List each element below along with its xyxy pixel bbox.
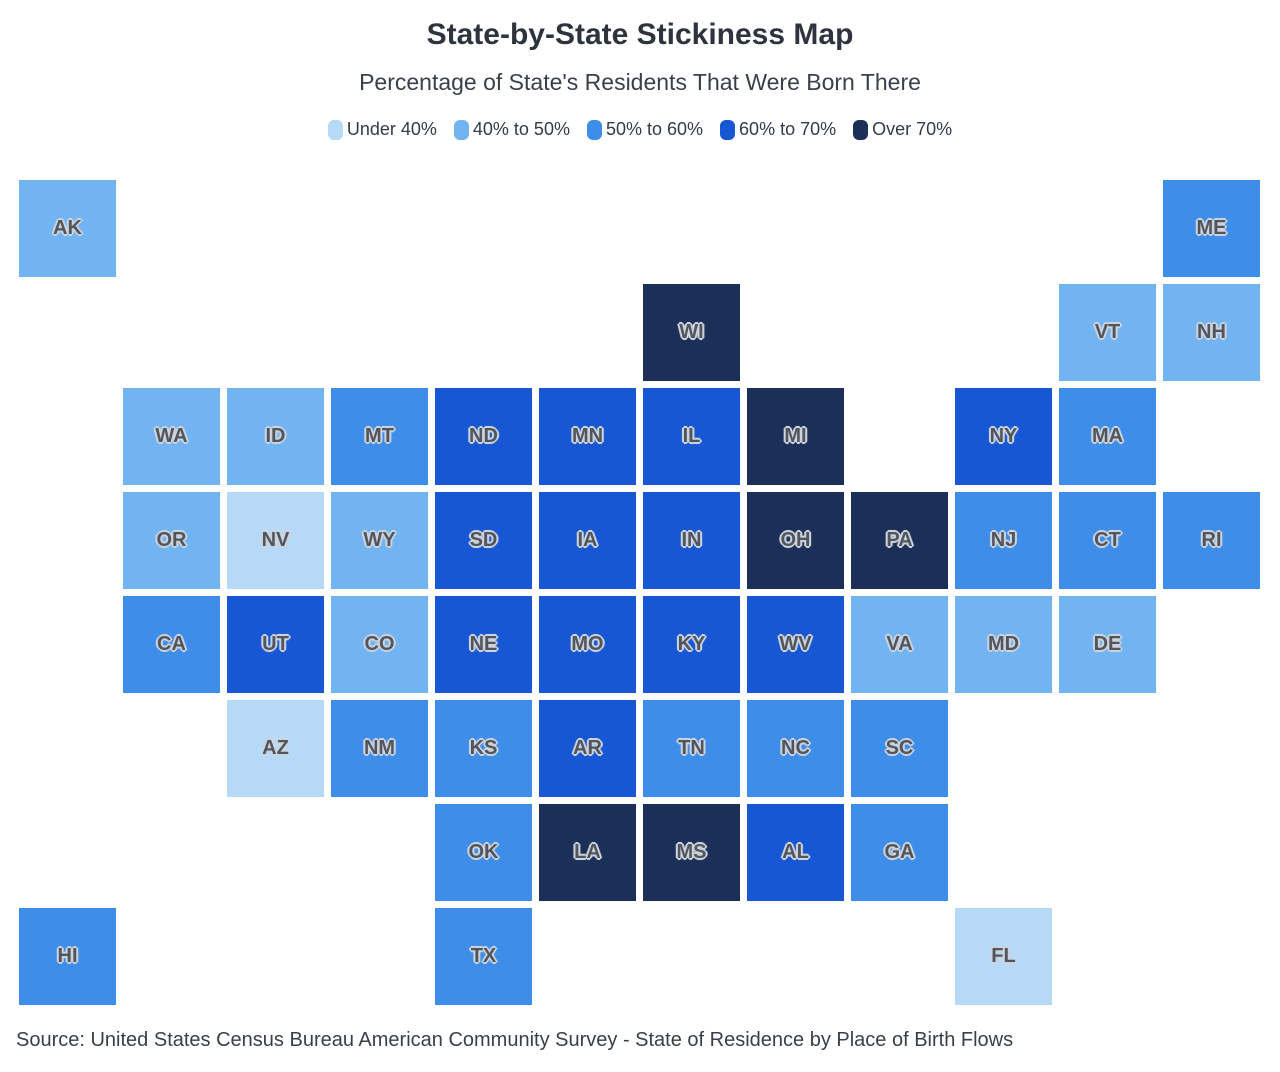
legend-swatch-icon [720,119,736,140]
state-tile-AZ: AZ [227,700,324,797]
legend-swatch-icon [327,119,343,140]
state-tile-IL: IL [643,388,740,485]
state-tile-MI: MI [747,388,844,485]
state-tile-AR: AR [539,700,636,797]
state-tile-NY: NY [955,388,1052,485]
legend-label: 60% to 70% [739,119,837,139]
state-tile-MO: MO [539,596,636,693]
state-tile-TN: TN [643,700,740,797]
legend-swatch-icon [586,119,602,140]
state-tile-NH: NH [1163,284,1260,381]
state-tile-MT: MT [331,388,428,485]
state-tile-WI: WI [643,284,740,381]
state-tile-HI: HI [19,908,116,1005]
state-tile-AL: AL [747,804,844,901]
state-tile-NJ: NJ [955,492,1052,589]
page-title: State-by-State Stickiness Map [426,18,854,51]
state-tile-OH: OH [747,492,844,589]
state-tile-MD: MD [955,596,1052,693]
source-note: Source: United States Census Bureau Amer… [16,1029,1014,1051]
state-tile-KS: KS [435,700,532,797]
legend-swatch-icon [853,119,869,140]
state-tile-DE: DE [1059,596,1156,693]
legend-item-over-70-: Over 70% [853,119,952,140]
state-tile-IN: IN [643,492,740,589]
state-tile-NV: NV [227,492,324,589]
state-tile-SD: SD [435,492,532,589]
state-tile-VA: VA [851,596,948,693]
state-tile-AK: AK [19,180,116,277]
state-tile-ID: ID [227,388,324,485]
state-tile-WA: WA [123,388,220,485]
legend-item-60-to-70-: 60% to 70% [720,119,836,140]
state-tile-FL: FL [955,908,1052,1005]
state-tile-NM: NM [331,700,428,797]
state-tile-LA: LA [539,804,636,901]
state-tile-PA: PA [851,492,948,589]
state-tile-KY: KY [643,596,740,693]
state-tile-CA: CA [123,596,220,693]
state-tile-RI: RI [1163,492,1260,589]
state-tile-MS: MS [643,804,740,901]
legend-label: Over 70% [872,119,953,139]
state-tile-MN: MN [539,388,636,485]
state-tile-ME: ME [1163,180,1260,277]
state-tile-TX: TX [435,908,532,1005]
state-tile-OR: OR [123,492,220,589]
state-tile-NC: NC [747,700,844,797]
state-tile-ND: ND [435,388,532,485]
state-tile-WY: WY [331,492,428,589]
state-tile-VT: VT [1059,284,1156,381]
state-tile-CT: CT [1059,492,1156,589]
state-tile-OK: OK [435,804,532,901]
state-tile-GA: GA [851,804,948,901]
state-tile-WV: WV [747,596,844,693]
legend-label: Under 40% [346,119,437,139]
legend-label: 40% to 50% [472,119,570,139]
state-tile-IA: IA [539,492,636,589]
legend-item-40-to-50-: 40% to 50% [453,119,570,140]
state-tile-SC: SC [851,700,948,797]
state-tile-CO: CO [331,596,428,693]
legend-item-50-to-60-: 50% to 60% [586,119,704,140]
legend-swatch-icon [453,119,469,140]
state-tile-NE: NE [435,596,532,693]
page-subtitle: Percentage of State's Residents That Wer… [359,69,921,95]
legend: Under 40% 40% to 50% 50% to 60% 60% to 70% O… [0,119,1280,140]
state-tile-MA: MA [1059,388,1156,485]
state-tile-UT: UT [227,596,324,693]
legend-item-under-40-: Under 40% [327,119,437,140]
legend-label: 50% to 60% [605,119,704,139]
